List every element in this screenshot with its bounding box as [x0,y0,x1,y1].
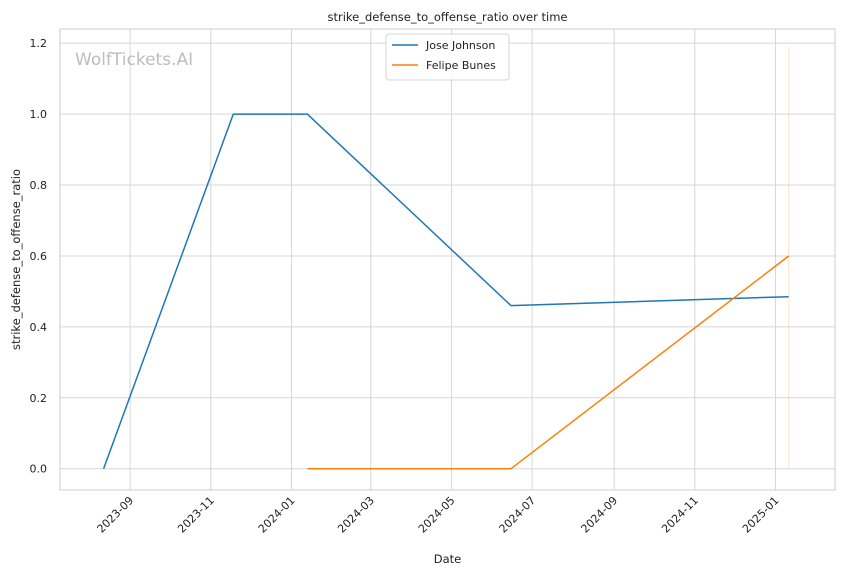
y-tick-label: 0.0 [30,463,48,476]
series-layer [102,46,790,470]
series-line-1 [102,113,789,469]
y-tick-label: 0.8 [30,179,48,192]
series-line-2 [307,255,790,470]
legend: Jose Johnson Felipe Bunes [385,33,510,81]
y-tick-label: 0.2 [30,392,48,405]
y-tick-label: 0.4 [30,321,48,334]
y-tick-label: 1.2 [30,37,48,50]
y-tick-label: 0.6 [30,250,48,263]
legend-label: Felipe Bunes [426,59,496,72]
plot-frame [59,28,836,491]
legend-label: Jose Johnson [425,39,495,52]
grid-lines [60,29,835,490]
y-axis-label: strike_defense_to_offense_ratio [9,169,23,350]
y-tick-labels: 0.0 0.2 0.4 0.6 0.8 1.0 1.2 [30,37,48,476]
watermark-text: WolfTickets.AI [75,50,193,70]
y-tick-label: 1.0 [30,108,48,121]
x-axis-label: Date [434,552,462,566]
chart-title: strike_defense_to_offense_ratio over tim… [328,10,568,24]
